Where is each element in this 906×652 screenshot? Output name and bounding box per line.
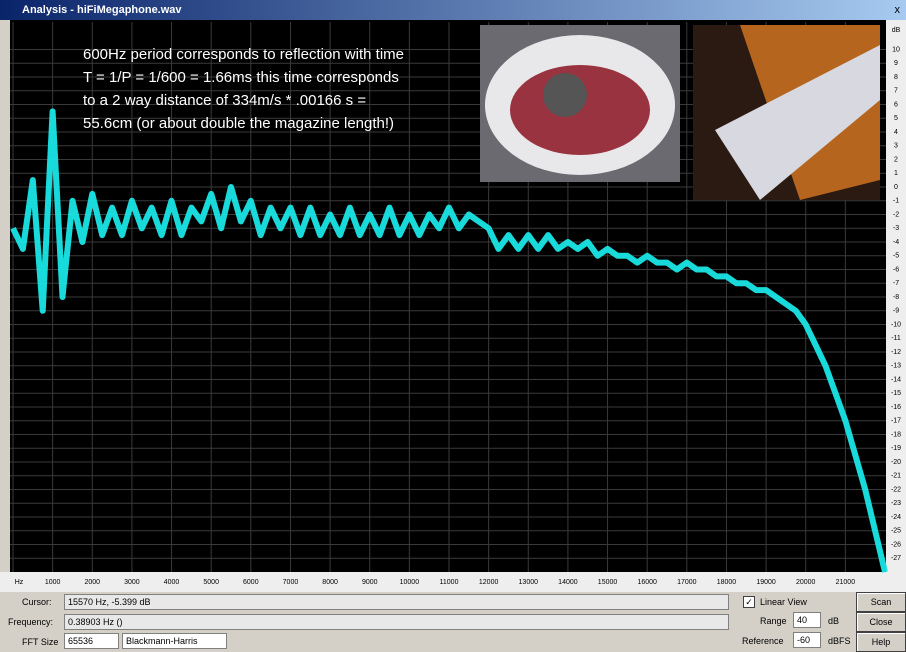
- frequency-field: 0.38903 Hz (): [64, 614, 729, 630]
- x-tick-label: 14000: [558, 579, 578, 586]
- linear-checkbox[interactable]: ✓: [743, 596, 755, 608]
- y-tick-label: -14: [891, 376, 901, 383]
- annotation: T = 1/P = 1/600 = 1.66ms this time corre…: [83, 69, 399, 86]
- y-tick-label: 1: [894, 170, 898, 177]
- reference-label: Reference: [742, 636, 784, 646]
- y-tick-label: 3: [894, 143, 898, 150]
- y-tick-label: -3: [893, 225, 899, 232]
- x-tick-label: 6000: [243, 579, 259, 586]
- x-tick-label: 19000: [756, 579, 776, 586]
- x-tick-label: 15000: [598, 579, 618, 586]
- scan-button[interactable]: Scan: [856, 592, 906, 612]
- y-tick-label: -13: [891, 363, 901, 370]
- annotation: to a 2 way distance of 334m/s * .00166 s…: [83, 92, 366, 109]
- x-tick-label: 5000: [203, 579, 219, 586]
- x-tick-label: 17000: [677, 579, 697, 586]
- help-button[interactable]: Help: [856, 632, 906, 652]
- reference-unit: dBFS: [828, 636, 851, 646]
- y-tick-label: -9: [893, 308, 899, 315]
- y-tick-label: -23: [891, 500, 901, 507]
- window-title: Analysis - hiFiMegaphone.wav: [22, 4, 182, 16]
- linear-label: Linear View: [760, 597, 807, 607]
- annotation: 600Hz period corresponds to reflection w…: [83, 46, 404, 63]
- y-tick-label: -17: [891, 418, 901, 425]
- y-tick-label: -7: [893, 280, 899, 287]
- close-icon[interactable]: x: [894, 4, 901, 16]
- y-tick-label: -4: [893, 239, 899, 246]
- y-tick-label: -11: [891, 335, 901, 342]
- y-tick-label: -6: [893, 266, 899, 273]
- window-dropdown[interactable]: Blackmann-Harris: [122, 633, 227, 649]
- y-tick-label: 0: [894, 184, 898, 191]
- y-tick-label: -5: [893, 253, 899, 260]
- y-tick-label: -25: [891, 528, 901, 535]
- y-tick-label: -1: [893, 198, 899, 205]
- y-tick-label: -16: [891, 404, 901, 411]
- y-tick-label: 6: [894, 101, 898, 108]
- frequency-label: Frequency:: [8, 617, 54, 627]
- y-tick-label: -8: [893, 294, 899, 301]
- cursor-label: Cursor:: [22, 597, 52, 607]
- y-tick-label: 8: [894, 74, 898, 81]
- x-tick-label: 18000: [717, 579, 737, 586]
- y-tick-label: -20: [891, 459, 901, 466]
- photo-left: [480, 25, 680, 182]
- x-tick-label: 21000: [836, 579, 856, 586]
- y-tick-label: -12: [891, 349, 901, 356]
- reference-field[interactable]: -60: [793, 632, 821, 648]
- annotation: 55.6cm (or about double the magazine len…: [83, 115, 394, 132]
- x-tick-label: 4000: [164, 579, 180, 586]
- cursor-field: 15570 Hz, -5.399 dB: [64, 594, 729, 610]
- y-axis-strip: [886, 20, 906, 595]
- y-tick-label: 4: [894, 129, 898, 136]
- y-tick-label: -22: [891, 486, 901, 493]
- y-axis-label: dB: [892, 27, 901, 34]
- range-field[interactable]: 40: [793, 612, 821, 628]
- x-tick-label: Hz: [15, 579, 24, 586]
- y-tick-label: 9: [894, 60, 898, 67]
- close-button[interactable]: Close: [856, 612, 906, 632]
- y-tick-label: 5: [894, 115, 898, 122]
- range-label: Range: [760, 616, 787, 626]
- x-tick-label: 3000: [124, 579, 140, 586]
- photo-right: [693, 25, 880, 200]
- range-unit: dB: [828, 616, 840, 626]
- x-tick-label: 13000: [519, 579, 539, 586]
- x-tick-label: 16000: [637, 579, 657, 586]
- fft-label: FFT Size: [22, 637, 59, 647]
- x-tick-label: 11000: [440, 579, 459, 586]
- y-tick-label: -10: [891, 321, 901, 328]
- x-tick-label: 2000: [84, 579, 100, 586]
- y-tick-label: -24: [891, 514, 901, 521]
- title-bar: Analysis - hiFiMegaphone.wav x: [0, 0, 906, 20]
- x-tick-label: 20000: [796, 579, 816, 586]
- x-tick-label: 9000: [362, 579, 378, 586]
- y-tick-label: 10: [892, 46, 900, 53]
- y-tick-label: -27: [891, 555, 901, 562]
- y-tick-label: -15: [891, 390, 901, 397]
- x-tick-label: 7000: [283, 579, 299, 586]
- y-tick-label: 7: [894, 88, 898, 95]
- x-tick-label: 8000: [322, 579, 338, 586]
- y-tick-label: -26: [891, 541, 901, 548]
- y-tick-label: -19: [891, 445, 901, 452]
- fft-dropdown[interactable]: 65536: [64, 633, 119, 649]
- x-axis-strip: [0, 572, 886, 592]
- x-tick-label: 10000: [400, 579, 420, 586]
- y-tick-label: -18: [891, 431, 901, 438]
- spectrum-line: [10, 108, 888, 573]
- y-tick-label: 2: [894, 156, 898, 163]
- x-tick-label: 12000: [479, 579, 499, 586]
- y-tick-label: -21: [891, 473, 901, 480]
- chart: dB 109876543210-1-2-3-4-5-6-7-8-9-10-11-…: [0, 20, 906, 595]
- x-tick-label: 1000: [45, 579, 61, 586]
- y-tick-label: -2: [893, 211, 899, 218]
